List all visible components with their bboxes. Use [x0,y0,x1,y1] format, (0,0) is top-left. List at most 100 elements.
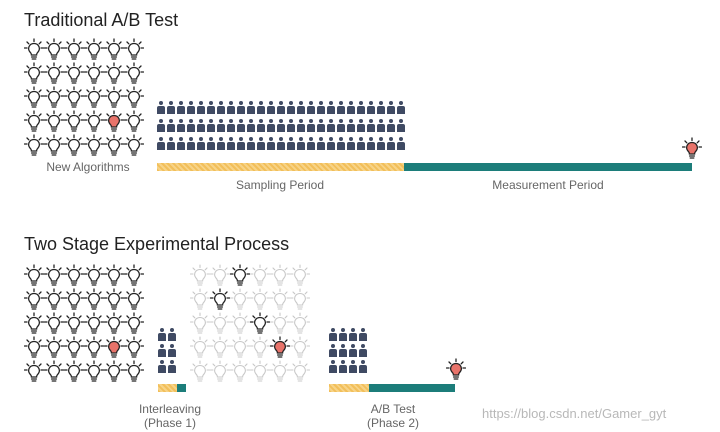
faded-bulb-icon [230,312,250,336]
bulb-icon [44,62,64,86]
new-algorithms-label: New Algorithms [46,160,130,174]
bulb-icon [44,110,64,134]
person-icon [277,119,285,132]
ab-test-label-line1: A/B Test [370,402,416,416]
person-icon [297,101,305,114]
bulb-icon [44,38,64,62]
person-icon [247,101,255,114]
person-icon [227,137,235,150]
bulb-icon [104,38,124,62]
person-icon [367,101,375,114]
interleaving-measurement-bar [177,384,186,392]
faded-bulb-icon [270,360,290,384]
person-icon [207,101,215,114]
bulb-icon [64,110,84,134]
bulb-icon [44,264,64,288]
faded-bulb-icon [210,312,230,336]
bulb-icon [64,360,84,384]
bulb-icon [104,134,124,158]
person-icon [329,328,337,341]
person-icon [397,119,405,132]
ab-test-label-line2: (Phase 2) [366,416,420,430]
bulb-icon [124,134,144,158]
person-icon [357,119,365,132]
person-icon [167,119,175,132]
bulb-icon [84,62,104,86]
person-icon [307,101,315,114]
person-icon [317,137,325,150]
faded-bulb-icon [190,336,210,360]
bulb-icon [124,110,144,134]
sampling-period-bar [157,163,404,171]
person-icon [277,137,285,150]
interleaving-sampling-bar [158,384,177,392]
watermark: https://blog.csdn.net/Gamer_gyt [482,406,667,421]
bulb-icon [64,38,84,62]
person-icon [267,137,275,150]
faded-bulb-icon [270,288,290,312]
person-icon [187,119,195,132]
person-icon [339,360,347,373]
faded-bulb-icon [190,264,210,288]
bulb-icon [104,288,124,312]
ab-test-label: A/B Test (Phase 2) [343,402,443,430]
person-icon [397,101,405,114]
person-icon [197,101,205,114]
faded-bulb-icon [210,360,230,384]
bulb-icon [64,86,84,110]
bulb-icon [84,288,104,312]
bulb-icon [44,86,64,110]
person-icon [377,137,385,150]
faded-bulb-icon [290,288,310,312]
new-algorithms-bulb-grid [24,38,144,158]
measurement-period-bar [404,163,692,171]
person-icon [157,101,165,114]
person-icon [227,119,235,132]
bulb-icon [24,264,44,288]
faded-bulb-icon [290,360,310,384]
faded-bulb-icon [210,336,230,360]
person-icon [329,344,337,357]
person-icon [327,119,335,132]
person-icon [347,119,355,132]
person-icon [377,119,385,132]
person-icon [359,344,367,357]
person-icon [359,360,367,373]
section1-title: Traditional A/B Test [24,10,179,30]
bulb-icon [84,38,104,62]
winning-bulb-icon [270,336,290,360]
bulb-icon [64,312,84,336]
person-icon [257,137,265,150]
person-icon [247,119,255,132]
bulb-icon [124,62,144,86]
winner-bulb-icon-phase2 [445,358,467,382]
person-icon [337,119,345,132]
interleaving-label-line1: Interleaving [138,402,202,416]
filtered-algorithms-bulb-grid [190,264,310,384]
faded-bulb-icon [230,336,250,360]
person-icon [317,101,325,114]
person-icon [217,137,225,150]
person-icon [277,101,285,114]
person-icon [297,119,305,132]
bulb-icon [124,336,144,360]
person-icon [187,137,195,150]
person-icon [158,360,166,373]
person-icon [168,360,176,373]
person-icon [387,137,395,150]
person-icon [307,119,315,132]
person-icon [177,137,185,150]
person-icon [237,101,245,114]
bulb-icon [24,312,44,336]
person-icon [237,119,245,132]
bulb-icon [124,86,144,110]
bulb-icon [24,110,44,134]
person-icon [327,137,335,150]
bulb-icon [24,62,44,86]
winning-bulb-icon [104,110,124,134]
faded-bulb-icon [210,264,230,288]
person-icon [367,119,375,132]
person-icon [158,344,166,357]
bulb-icon [44,312,64,336]
person-icon [287,119,295,132]
